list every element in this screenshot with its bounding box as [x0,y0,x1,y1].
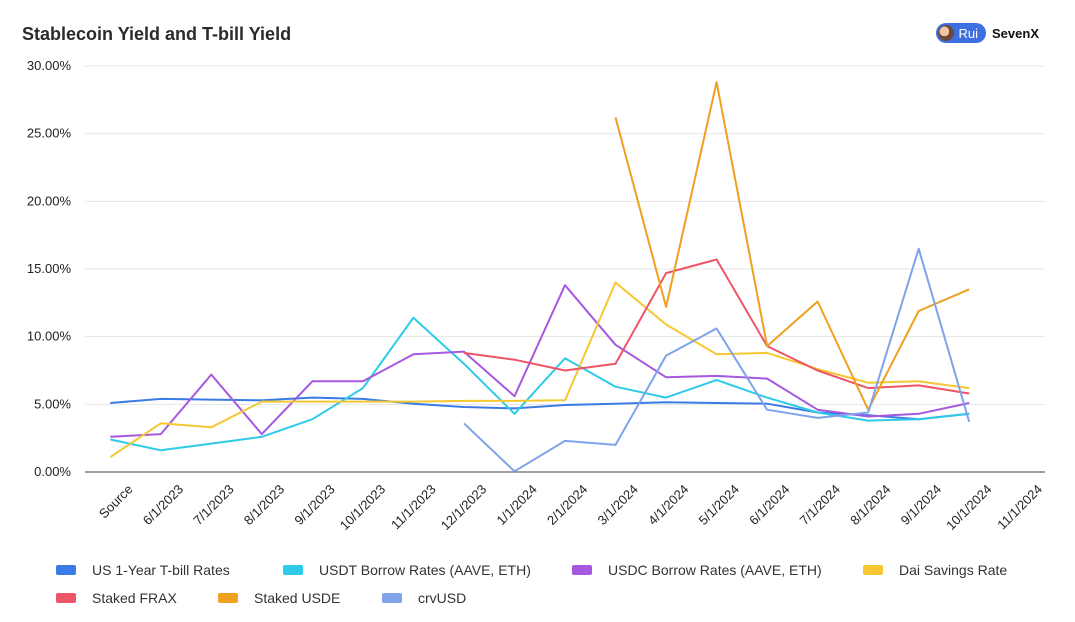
x-tick-label: 2/1/2024 [544,482,590,528]
x-tick-label: 11/1/2024 [994,482,1045,533]
series-line [110,316,970,452]
chart-legend: US 1-Year T-bill Rates USDT Borrow Rates … [0,560,1075,610]
series-line [109,281,970,458]
legend-label: Staked FRAX [92,590,177,606]
brand-name: SevenX [992,25,1039,41]
legend-item[interactable]: crvUSD [382,590,466,606]
x-tick-label: 8/1/2024 [847,482,893,528]
avatar [937,25,954,41]
x-tick-label: 7/1/2024 [797,482,843,528]
x-tick-label: 9/1/2023 [291,482,337,528]
legend-label: US 1-Year T-bill Rates [92,562,230,578]
legend-item[interactable]: US 1-Year T-bill Rates [56,562,230,578]
x-tick-label: 10/1/2024 [943,482,995,534]
x-tick-label: 12/1/2023 [438,482,490,534]
legend-swatch [283,565,303,575]
x-tick-label: 6/1/2023 [140,482,186,528]
legend-label: crvUSD [418,590,467,606]
x-tick-label: 8/1/2023 [241,482,287,528]
line-chart: 0.00% 5.00% 10.00% 15.00% 20.00% 25.00% 30.00%… [27,58,1045,534]
legend-label: USDT Borrow Rates (AAVE, ETH) [319,562,531,578]
legend-item[interactable]: USDC Borrow Rates (AAVE, ETH) [572,562,822,578]
y-tick-label: 20.00% [27,193,72,208]
y-tick-label: 30.00% [27,58,72,73]
x-tick-label: 4/1/2024 [645,482,691,528]
x-tick-label: 6/1/2024 [746,482,792,528]
series-line [614,81,970,411]
series-line [463,247,971,473]
legend-item[interactable]: USDT Borrow Rates (AAVE, ETH) [283,562,531,578]
chart-title: Stablecoin Yield and T-bill Yield [22,24,292,44]
author-badge-label: Rui [958,25,979,41]
y-tick-label: 10.00% [27,329,72,344]
y-tick-label: 5.00% [34,396,71,411]
x-tick-label: 3/1/2024 [595,482,641,528]
legend-item[interactable]: Staked FRAX [56,590,177,606]
legend-swatch [218,593,238,603]
x-tick-label: 7/1/2023 [190,482,236,528]
y-tick-label: 15.00% [27,261,72,276]
x-tick-label: 5/1/2024 [696,482,742,528]
y-tick-label: 25.00% [27,126,72,141]
legend-item[interactable]: Staked USDE [218,590,340,606]
legend-swatch [56,565,76,575]
legend-swatch [56,593,76,603]
x-tick-label: Source [96,482,136,522]
y-tick-label: 0.00% [34,464,71,479]
legend-label: Dai Savings Rate [899,562,1008,578]
brand-block: Rui SevenX [935,23,1039,43]
x-tick-label: 9/1/2024 [898,482,944,528]
series-line [110,284,970,438]
legend-label: USDC Borrow Rates (AAVE, ETH) [608,562,822,578]
series-line [463,258,970,395]
x-tick-label: 1/1/2024 [493,482,539,528]
x-tick-label: 11/1/2023 [388,482,439,533]
legend-label: Staked USDE [254,590,341,606]
x-tick-label: 10/1/2023 [337,482,389,534]
author-badge: Rui [935,23,987,43]
legend-swatch [572,565,592,575]
legend-item[interactable]: Dai Savings Rate [863,562,1007,578]
legend-swatch [382,593,402,603]
legend-swatch [863,565,883,575]
